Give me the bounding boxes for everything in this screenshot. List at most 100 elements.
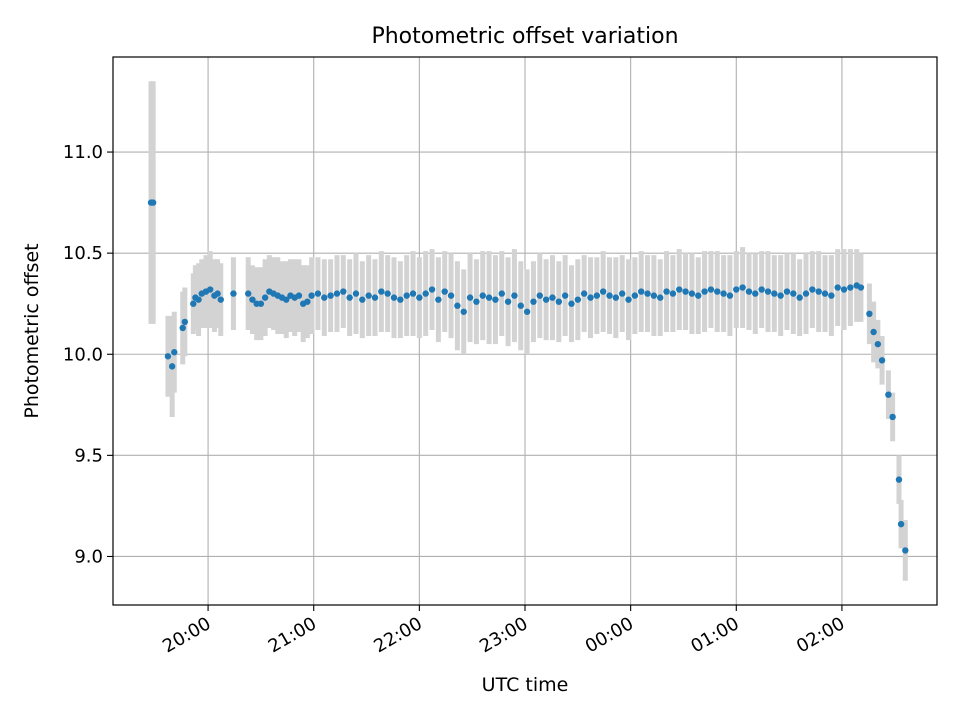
data-point	[168, 363, 176, 370]
data-point	[523, 308, 531, 315]
data-point	[834, 284, 841, 291]
data-point	[638, 288, 645, 295]
data-point	[555, 298, 563, 305]
data-point	[764, 288, 772, 295]
data-point	[866, 310, 873, 318]
data-point	[802, 290, 810, 297]
data-point	[599, 288, 607, 295]
data-point	[847, 284, 854, 291]
data-point	[384, 290, 391, 297]
data-point	[504, 298, 512, 305]
data-point	[618, 290, 626, 297]
data-point	[714, 288, 721, 295]
y-tick-label: 9.0	[74, 546, 103, 567]
data-point	[574, 296, 582, 303]
errorbar-layer	[148, 81, 908, 581]
data-point	[181, 318, 189, 326]
y-axis-label: Photometric offset	[21, 243, 43, 418]
data-point	[454, 302, 461, 309]
data-point	[435, 296, 442, 303]
data-point	[739, 284, 746, 291]
data-point	[669, 290, 677, 297]
data-point	[828, 292, 835, 299]
data-point	[304, 298, 311, 305]
data-point	[352, 290, 360, 297]
y-tick-label: 9.5	[74, 445, 103, 466]
data-point	[695, 292, 702, 299]
data-point	[416, 294, 423, 301]
data-point	[295, 292, 303, 299]
data-point	[593, 292, 601, 299]
data-point	[530, 298, 537, 305]
y-tick-label: 10.0	[63, 344, 103, 365]
data-point	[492, 296, 499, 303]
data-point	[447, 292, 455, 299]
data-point	[688, 290, 696, 297]
data-point	[857, 284, 865, 291]
data-point	[333, 290, 341, 297]
data-point	[796, 294, 803, 301]
data-point	[164, 353, 172, 360]
data-point	[536, 292, 543, 299]
data-point	[441, 288, 448, 295]
data-point	[542, 296, 550, 303]
data-point	[720, 290, 727, 297]
x-axis-label: UTC time	[482, 674, 569, 696]
data-point	[409, 290, 417, 297]
y-tick-label: 11.0	[63, 142, 103, 163]
data-point	[190, 300, 197, 307]
x-tick-label: 02:00	[793, 613, 848, 657]
data-point	[257, 300, 265, 307]
y-axis-ticks: 9.0 9.5 10.0 10.5 11.0	[63, 142, 113, 567]
data-point	[397, 296, 404, 303]
data-point	[874, 340, 882, 348]
data-point	[752, 290, 759, 297]
data-point	[283, 296, 290, 303]
data-point	[663, 288, 670, 295]
data-point	[777, 292, 784, 299]
data-point	[549, 294, 556, 301]
data-point	[498, 290, 505, 297]
data-point	[308, 292, 315, 299]
data-point	[249, 296, 256, 303]
data-point	[390, 294, 398, 301]
data-point	[701, 288, 708, 295]
data-point	[422, 290, 429, 297]
data-point	[870, 328, 877, 336]
data-point	[771, 290, 778, 297]
data-point	[657, 294, 664, 301]
data-point	[580, 290, 588, 297]
data-point	[878, 357, 886, 364]
data-point	[230, 290, 237, 297]
data-point	[809, 286, 816, 293]
data-point	[485, 294, 493, 301]
data-point	[676, 286, 683, 293]
data-point	[217, 296, 224, 303]
data-point	[783, 288, 791, 295]
data-point	[403, 292, 410, 299]
data-point	[587, 294, 594, 301]
data-point	[840, 286, 848, 293]
data-point	[261, 294, 269, 301]
data-point	[606, 292, 613, 299]
data-point	[340, 288, 347, 295]
data-point	[214, 290, 221, 297]
data-point	[612, 294, 620, 301]
data-point	[314, 290, 322, 297]
data-point	[378, 288, 385, 295]
data-point	[321, 294, 328, 301]
y-tick-label: 10.5	[63, 243, 103, 264]
data-point	[790, 290, 797, 297]
x-tick-label: 00:00	[582, 613, 637, 657]
data-point	[179, 324, 186, 332]
x-tick-label: 20:00	[159, 613, 214, 657]
data-point	[517, 302, 524, 309]
data-point	[902, 547, 909, 554]
data-point	[650, 292, 658, 299]
data-point	[726, 292, 734, 299]
data-point	[897, 520, 905, 528]
data-point	[561, 292, 569, 299]
data-point	[815, 288, 822, 295]
